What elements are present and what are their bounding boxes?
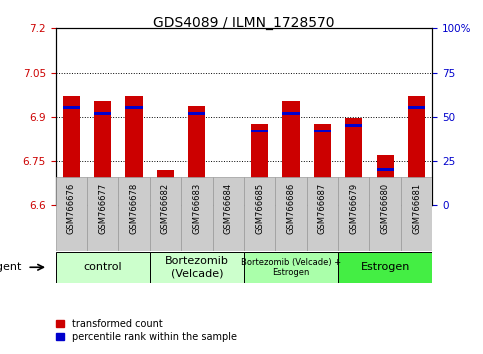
Bar	[94, 101, 111, 205]
Bar	[408, 96, 425, 205]
Text: Bortezomib (Velcade) +
Estrogen: Bortezomib (Velcade) + Estrogen	[241, 258, 341, 277]
Legend: transformed count, percentile rank within the sample: transformed count, percentile rank withi…	[56, 319, 237, 342]
Bar	[188, 107, 205, 205]
Text: GSM766677: GSM766677	[98, 183, 107, 234]
FancyBboxPatch shape	[307, 177, 338, 251]
Text: Bortezomib
(Velcade): Bortezomib (Velcade)	[165, 256, 229, 278]
Bar	[220, 198, 237, 205]
Bar	[314, 124, 331, 205]
Bar	[283, 101, 299, 205]
Text: GDS4089 / ILMN_1728570: GDS4089 / ILMN_1728570	[153, 16, 335, 30]
FancyBboxPatch shape	[56, 177, 87, 251]
Text: agent: agent	[0, 262, 22, 272]
Text: GSM766676: GSM766676	[67, 183, 76, 234]
Bar	[345, 124, 362, 127]
Text: GSM766679: GSM766679	[349, 183, 358, 234]
Text: GSM766684: GSM766684	[224, 183, 233, 234]
Bar	[126, 96, 142, 205]
FancyBboxPatch shape	[150, 177, 181, 251]
Bar	[251, 130, 268, 132]
FancyBboxPatch shape	[56, 252, 150, 282]
FancyBboxPatch shape	[244, 252, 338, 282]
FancyBboxPatch shape	[118, 177, 150, 251]
FancyBboxPatch shape	[369, 177, 401, 251]
Bar	[63, 107, 80, 109]
FancyBboxPatch shape	[338, 177, 369, 251]
FancyBboxPatch shape	[338, 252, 432, 282]
Bar	[220, 195, 237, 198]
Bar	[188, 112, 205, 115]
Text: GSM766678: GSM766678	[129, 183, 139, 234]
Bar	[314, 130, 331, 132]
Text: GSM766685: GSM766685	[255, 183, 264, 234]
Text: GSM766686: GSM766686	[286, 183, 296, 234]
Text: GSM766682: GSM766682	[161, 183, 170, 234]
FancyBboxPatch shape	[244, 177, 275, 251]
Text: GSM766687: GSM766687	[318, 183, 327, 234]
FancyBboxPatch shape	[87, 177, 118, 251]
Bar	[126, 107, 142, 109]
Bar	[377, 155, 394, 205]
FancyBboxPatch shape	[275, 177, 307, 251]
FancyBboxPatch shape	[181, 177, 213, 251]
Text: GSM766681: GSM766681	[412, 183, 421, 234]
Text: GSM766680: GSM766680	[381, 183, 390, 234]
Text: GSM766683: GSM766683	[192, 183, 201, 234]
FancyBboxPatch shape	[213, 177, 244, 251]
Bar	[157, 186, 174, 189]
FancyBboxPatch shape	[150, 252, 244, 282]
Text: Estrogen: Estrogen	[360, 262, 410, 272]
Text: control: control	[84, 262, 122, 272]
Bar	[251, 124, 268, 205]
Bar	[94, 112, 111, 115]
Bar	[283, 112, 299, 115]
Bar	[157, 170, 174, 205]
Bar	[377, 169, 394, 171]
Bar	[63, 96, 80, 205]
FancyBboxPatch shape	[401, 177, 432, 251]
Bar	[345, 118, 362, 205]
Bar	[408, 107, 425, 109]
